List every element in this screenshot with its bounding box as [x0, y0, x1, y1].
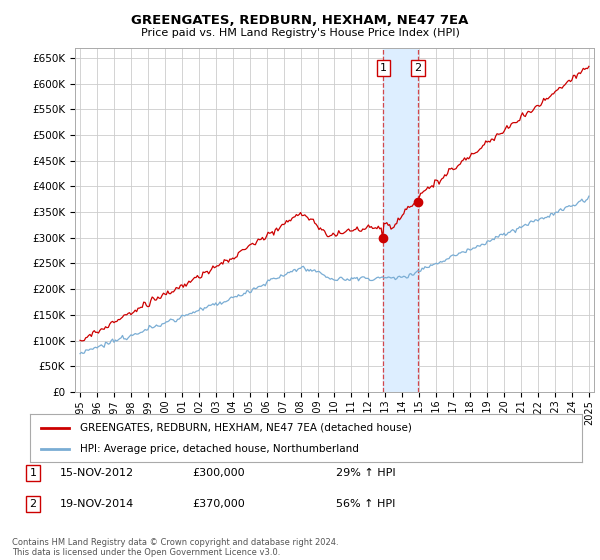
Text: GREENGATES, REDBURN, HEXHAM, NE47 7EA (detached house): GREENGATES, REDBURN, HEXHAM, NE47 7EA (d…: [80, 423, 412, 433]
Text: £300,000: £300,000: [192, 468, 245, 478]
Text: 2: 2: [29, 499, 37, 509]
Text: 1: 1: [29, 468, 37, 478]
Text: Price paid vs. HM Land Registry's House Price Index (HPI): Price paid vs. HM Land Registry's House …: [140, 28, 460, 38]
Text: 15-NOV-2012: 15-NOV-2012: [60, 468, 134, 478]
Text: £370,000: £370,000: [192, 499, 245, 509]
Text: Contains HM Land Registry data © Crown copyright and database right 2024.
This d: Contains HM Land Registry data © Crown c…: [12, 538, 338, 557]
Text: 29% ↑ HPI: 29% ↑ HPI: [336, 468, 395, 478]
Bar: [383, 48, 418, 392]
Text: 56% ↑ HPI: 56% ↑ HPI: [336, 499, 395, 509]
Text: 1: 1: [380, 63, 387, 73]
Text: 19-NOV-2014: 19-NOV-2014: [60, 499, 134, 509]
Text: GREENGATES, REDBURN, HEXHAM, NE47 7EA: GREENGATES, REDBURN, HEXHAM, NE47 7EA: [131, 14, 469, 27]
Text: 2: 2: [415, 63, 422, 73]
Text: HPI: Average price, detached house, Northumberland: HPI: Average price, detached house, Nort…: [80, 444, 359, 454]
